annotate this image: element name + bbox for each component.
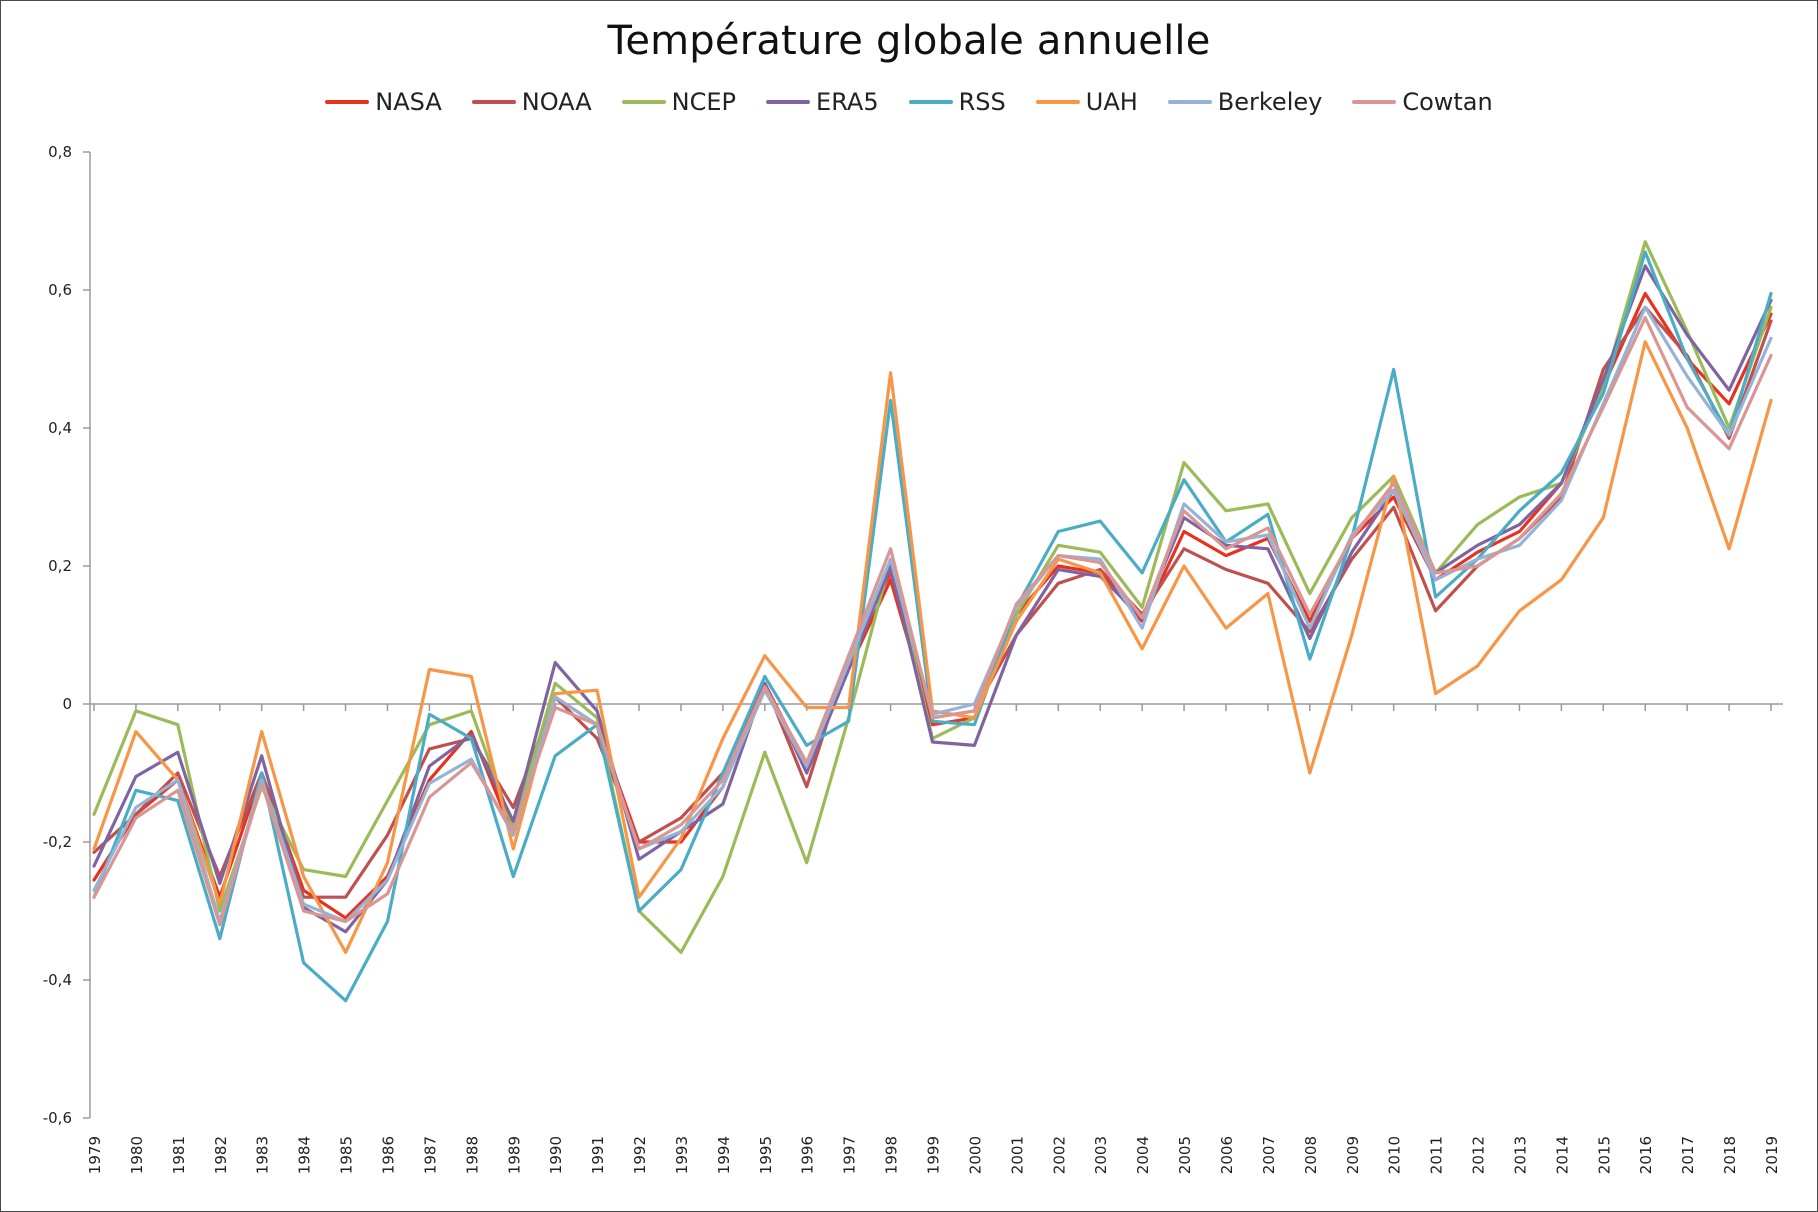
x-tick-label: 1981 (170, 1136, 188, 1174)
legend-item-rss: RSS (908, 88, 1006, 116)
legend-swatch (1352, 100, 1397, 104)
legend-swatch (1035, 100, 1080, 104)
x-tick-label: 2013 (1511, 1136, 1529, 1174)
x-tick-label: 1992 (631, 1136, 649, 1174)
legend-swatch (471, 100, 516, 104)
x-tick-label: 2011 (1428, 1136, 1446, 1174)
x-tick-label: 2019 (1763, 1136, 1781, 1174)
legend-item-noaa: NOAA (471, 88, 592, 116)
series-line-nasa (92, 291, 1773, 920)
x-tick-label: 1985 (338, 1136, 356, 1174)
x-tick-label: 1994 (715, 1136, 733, 1174)
legend-item-nasa: NASA (325, 88, 442, 116)
x-tick-label: 2008 (1302, 1136, 1320, 1174)
x-tick-label: 2010 (1386, 1136, 1404, 1174)
y-tick-label: 0,6 (48, 281, 72, 299)
series-line-uah (92, 340, 1773, 955)
y-tick-label: 0 (62, 695, 72, 713)
x-tick-label: 1979 (86, 1136, 104, 1174)
x-tick-label: 2003 (1092, 1136, 1110, 1174)
legend-swatch (621, 100, 666, 104)
series-line-berkeley (92, 305, 1773, 924)
x-tick-label: 2012 (1470, 1136, 1488, 1174)
legend-label: UAH (1085, 88, 1138, 116)
legend-label: ERA5 (816, 88, 879, 116)
series-line-rss (92, 250, 1773, 1003)
legend-item-uah: UAH (1035, 88, 1138, 116)
x-tick-label: 1997 (841, 1136, 859, 1174)
x-tick-label: 2017 (1679, 1136, 1697, 1174)
chart-legend: NASA NOAA NCEP ERA5 RSS UAH Berkeley Cowtan (0, 88, 1818, 116)
x-tick-label: 1984 (296, 1136, 314, 1174)
legend-label: NCEP (671, 88, 737, 116)
series-line-ncep (92, 240, 1773, 955)
x-tick-label: 2006 (1218, 1136, 1236, 1174)
legend-swatch (325, 100, 370, 104)
x-tick-label: 2007 (1260, 1136, 1278, 1174)
legend-swatch (908, 100, 953, 104)
legend-item-era5: ERA5 (766, 88, 879, 116)
x-tick-label: 1989 (505, 1136, 523, 1174)
x-tick-label: 1990 (547, 1136, 565, 1174)
x-tick-label: 1996 (799, 1136, 817, 1174)
y-tick-label: -0,4 (43, 971, 72, 989)
x-tick-label: 1980 (128, 1136, 146, 1174)
legend-swatch (1167, 100, 1212, 104)
legend-label: Berkeley (1217, 88, 1323, 116)
series-line-era5 (92, 264, 1773, 934)
y-tick-label: 0,8 (48, 143, 72, 161)
legend-item-ncep: NCEP (621, 88, 737, 116)
series-line-cowtan (92, 316, 1773, 927)
legend-swatch (766, 100, 811, 104)
x-tick-label: 1993 (673, 1136, 691, 1174)
x-tick-label: 1991 (589, 1136, 607, 1174)
y-tick-label: 0,4 (48, 419, 72, 437)
x-tick-label: 2009 (1344, 1136, 1362, 1174)
x-tick-label: 1986 (379, 1136, 397, 1174)
series-line-noaa (92, 305, 1773, 899)
legend-item-berkeley: Berkeley (1167, 88, 1323, 116)
x-tick-label: 2001 (1008, 1136, 1026, 1174)
x-tick-label: 1982 (212, 1136, 230, 1174)
x-tick-label: 2005 (1176, 1136, 1194, 1174)
x-tick-label: 2016 (1637, 1136, 1655, 1174)
legend-label: NASA (375, 88, 442, 116)
y-tick-label: -0,2 (43, 833, 72, 851)
x-tick-label: 2002 (1050, 1136, 1068, 1174)
x-tick-label: 2004 (1134, 1136, 1152, 1174)
x-tick-label: 2015 (1595, 1136, 1613, 1174)
legend-item-cowtan: Cowtan (1352, 88, 1493, 116)
legend-label: RSS (958, 88, 1006, 116)
legend-label: Cowtan (1402, 88, 1493, 116)
x-tick-label: 1995 (757, 1136, 775, 1174)
y-tick-label: -0,6 (43, 1109, 72, 1127)
chart-title: Température globale annuelle (607, 18, 1211, 64)
x-tick-label: 1998 (883, 1136, 901, 1174)
x-tick-label: 1983 (254, 1136, 272, 1174)
x-tick-label: 2018 (1721, 1136, 1739, 1174)
x-tick-label: 1999 (925, 1136, 943, 1174)
legend-label: NOAA (521, 88, 592, 116)
x-tick-label: 2014 (1553, 1136, 1571, 1174)
y-tick-label: 0,2 (48, 557, 72, 575)
x-tick-label: 1987 (421, 1136, 439, 1174)
x-tick-label: 2000 (966, 1136, 984, 1174)
x-tick-label: 1988 (463, 1136, 481, 1174)
